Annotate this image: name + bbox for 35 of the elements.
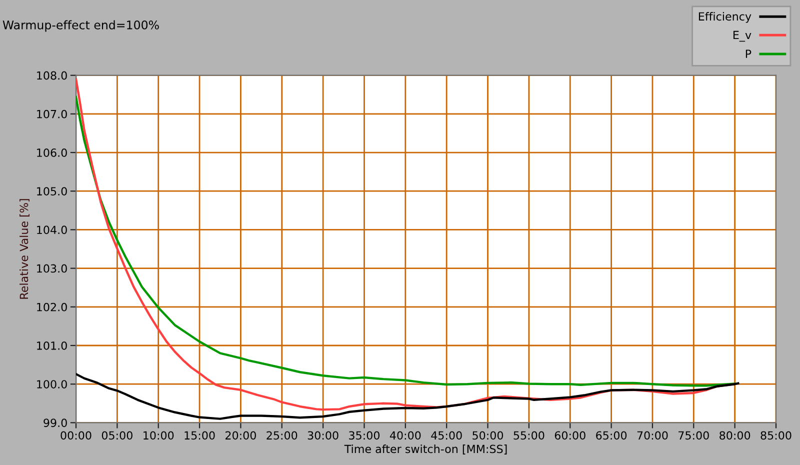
x-tick-label: 85:00 [760, 431, 792, 440]
y-tick-label: 108.0 [37, 71, 67, 80]
x-tick-label: 35:00 [349, 431, 380, 440]
x-tick-label: 80:00 [720, 431, 750, 440]
y-tick-label: 107.0 [37, 110, 67, 118]
x-tick-label: 25:00 [266, 431, 298, 440]
y-tick-label: 100.0 [37, 380, 67, 388]
chart-title: Warmup-effect end=100% [2, 20, 159, 32]
x-tick-label: 50:00 [472, 431, 504, 440]
legend-label: P [746, 50, 752, 58]
y-tick-label: 103.0 [37, 264, 67, 273]
x-tick-label: 00:00 [60, 431, 92, 440]
x-tick-label: 10:00 [144, 431, 174, 440]
x-axis-title: Time after switch-on [MM:SS] [344, 444, 507, 454]
x-tick-label: 15:00 [184, 431, 215, 440]
x-tick-label: 20:00 [226, 431, 256, 440]
y-tick-label: 106.0 [37, 148, 67, 157]
x-tick-label: 75:00 [678, 431, 709, 440]
y-tick-label: 104.0 [37, 226, 67, 234]
x-tick-label: 55:00 [514, 431, 544, 440]
x-tick-label: 40:00 [390, 431, 421, 440]
y-axis-title: Relative Value [%] [20, 199, 30, 299]
y-tick-label: 105.0 [37, 187, 67, 196]
legend-label: E_v [733, 30, 752, 42]
x-tick-label: 05:00 [102, 431, 132, 440]
x-tick-label: 70:00 [637, 431, 668, 440]
y-tick-label: 99.0 [44, 418, 67, 428]
line-series [76, 372, 740, 420]
x-tick-label: 65:00 [596, 431, 627, 440]
x-tick-label: 45:00 [431, 431, 462, 440]
y-tick-label: 102.0 [37, 302, 67, 312]
legend-label: Efficiency [698, 12, 752, 23]
x-tick-label: 30:00 [308, 431, 338, 440]
y-tick-label: 101.0 [37, 341, 67, 350]
x-tick-label: 60:00 [554, 431, 586, 440]
